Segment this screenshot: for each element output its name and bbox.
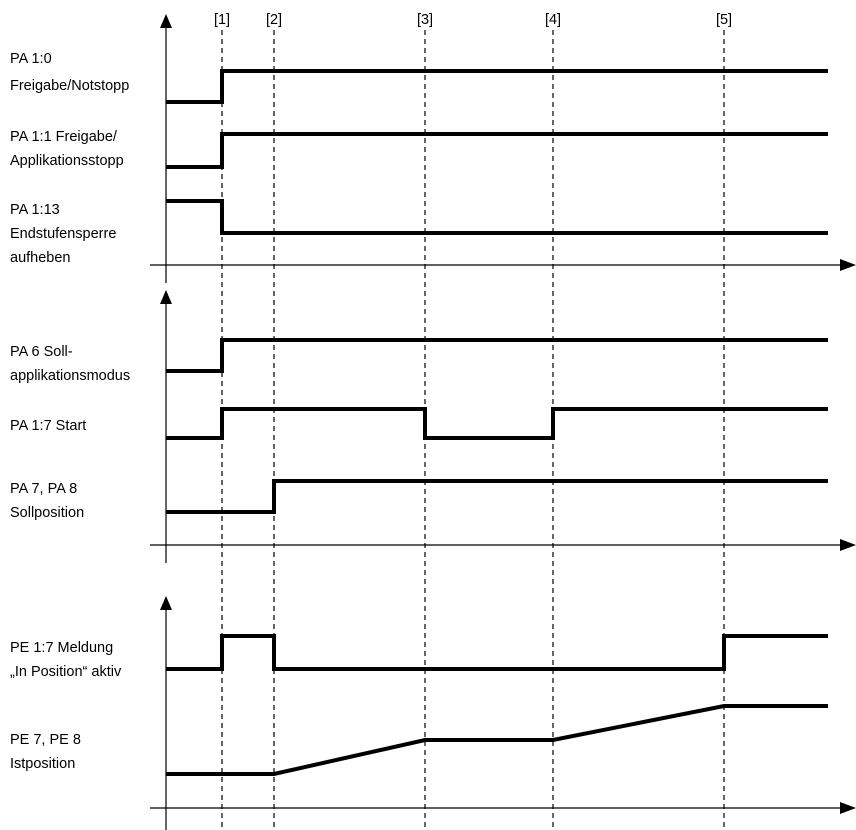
marker-label: [5] bbox=[716, 12, 732, 28]
signal-label: Istposition bbox=[10, 756, 75, 772]
signal-label: PA 1:13 bbox=[10, 202, 60, 218]
signal-waveform bbox=[166, 132, 828, 169]
time-axis-arrow-icon bbox=[840, 539, 856, 551]
y-axis-arrow-icon bbox=[160, 14, 172, 28]
signal-waveform bbox=[166, 479, 828, 514]
signal-waveform bbox=[166, 199, 828, 235]
signal-label: Endstufensperre bbox=[10, 226, 116, 242]
signal-label: PA 6 Soll- bbox=[10, 344, 73, 360]
signal-waveform bbox=[166, 407, 828, 440]
y-axis-arrow-icon bbox=[160, 596, 172, 610]
signal-label: aufheben bbox=[10, 250, 70, 266]
signal-label: Freigabe/Notstopp bbox=[10, 78, 129, 94]
signal-label: PA 7, PA 8 bbox=[10, 481, 77, 497]
signal-label: PA 1:7 Start bbox=[10, 418, 86, 434]
marker-label: [2] bbox=[266, 12, 282, 28]
signal-waveform bbox=[166, 704, 828, 776]
marker-label: [4] bbox=[545, 12, 561, 28]
time-axis-arrow-icon bbox=[840, 802, 856, 814]
signal-waveform bbox=[166, 69, 828, 104]
signal-label: PE 7, PE 8 bbox=[10, 732, 81, 748]
signal-label: Sollposition bbox=[10, 505, 84, 521]
signal-label: Applikationsstopp bbox=[10, 153, 124, 169]
signal-label: PA 1:1 Freigabe/ bbox=[10, 129, 118, 145]
marker-label: [1] bbox=[214, 12, 230, 28]
marker-label: [3] bbox=[417, 12, 433, 28]
signal-waveform bbox=[166, 338, 828, 373]
y-axis-arrow-icon bbox=[160, 290, 172, 304]
signal-label: PE 1:7 Meldung bbox=[10, 640, 113, 656]
signal-label: „In Position“ aktiv bbox=[10, 664, 122, 680]
signal-label: applikationsmodus bbox=[10, 368, 130, 384]
signal-label: PA 1:0 bbox=[10, 51, 52, 67]
time-axis-arrow-icon bbox=[840, 259, 856, 271]
signal-waveform bbox=[166, 634, 828, 671]
